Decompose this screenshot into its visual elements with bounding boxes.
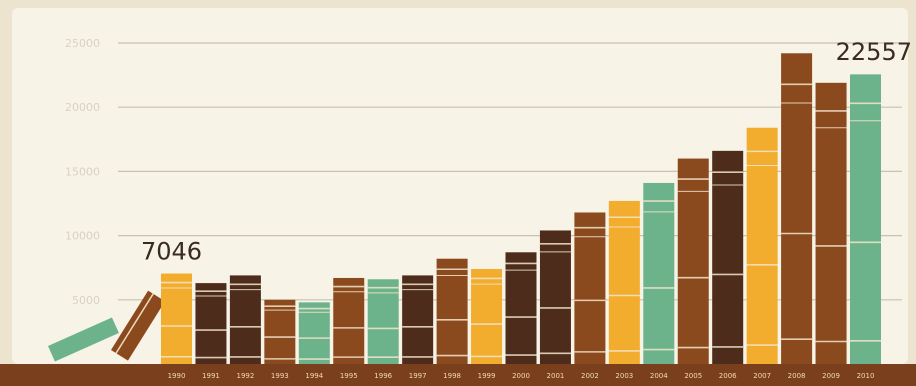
bar-2005 (677, 158, 709, 364)
bars (161, 53, 881, 365)
bar-1992-spine (229, 275, 261, 364)
bar-2007 (746, 127, 778, 364)
x-tick-label-1994: 1994 (305, 372, 323, 380)
bar-1995-spine (333, 277, 365, 364)
bar-1997 (402, 275, 434, 364)
x-tick-label-1993: 1993 (271, 372, 289, 380)
bar-1998 (436, 258, 468, 364)
bar-2009-spine (815, 82, 847, 364)
bar-1996 (367, 279, 399, 364)
bar-1999-spine (471, 268, 503, 364)
bar-1993 (264, 299, 296, 364)
x-tick-label-2005: 2005 (684, 372, 702, 380)
annotation-2010: 22557 (836, 38, 912, 66)
x-tick-label-2002: 2002 (581, 372, 599, 380)
bar-1992 (229, 275, 261, 364)
bar-2004 (643, 182, 675, 364)
bar-2006 (712, 150, 744, 364)
bar-1991-spine (195, 283, 227, 364)
y-tick-label: 25000 (65, 37, 100, 50)
bar-2001 (539, 230, 571, 364)
bar-2010-spine (850, 74, 881, 365)
y-tick-label: 20000 (65, 101, 100, 114)
bar-2003-spine (608, 200, 640, 364)
x-tick-label-1998: 1998 (443, 372, 461, 380)
x-tick-label-1990: 1990 (168, 372, 186, 380)
x-axis-ticks: 1990 1991 1992 1993 1994 1995 1996 1997 1998 1999… (168, 372, 875, 380)
leaning-book-green (47, 317, 119, 362)
y-tick-label: 15000 (65, 165, 100, 178)
bar-2000 (505, 252, 537, 364)
x-tick-label-2008: 2008 (788, 372, 806, 380)
bar-1999 (471, 268, 503, 364)
bar-2002-spine (574, 212, 606, 364)
x-tick-label-1997: 1997 (409, 372, 427, 380)
bar-2003 (608, 200, 640, 364)
bar-1990-spine (161, 273, 192, 364)
bar-1997-spine (402, 275, 434, 364)
bar-1995 (333, 277, 365, 364)
bar-1991 (195, 283, 227, 364)
bar-2000-spine (505, 252, 537, 364)
x-tick-label-1995: 1995 (340, 372, 358, 380)
y-tick-label: 5000 (72, 294, 100, 307)
bar-2002 (574, 212, 606, 364)
x-tick-label-1996: 1996 (374, 372, 392, 380)
shelf-board (0, 364, 916, 386)
bar-2009 (815, 82, 847, 364)
bar-2005-spine (677, 158, 709, 364)
annotation-1990: 7046 (141, 238, 202, 266)
leaning-books (47, 290, 166, 362)
annotations: 7046 22557 (141, 38, 912, 266)
x-tick-label-2004: 2004 (650, 372, 668, 380)
y-axis-ticks: 25000 20000 15000 10000 5000 (65, 37, 100, 307)
bar-1994 (298, 302, 330, 364)
bar-2007-spine (746, 127, 778, 364)
x-tick-label-2001: 2001 (547, 372, 565, 380)
x-tick-label-1991: 1991 (202, 372, 220, 380)
bar-1996-spine (367, 279, 399, 364)
bar-1998-spine (436, 258, 468, 364)
bar-1993-spine (264, 299, 296, 364)
x-tick-label-2009: 2009 (822, 372, 840, 380)
bar-2010 (850, 74, 881, 365)
bar-2008 (781, 53, 813, 364)
x-tick-label-1992: 1992 (236, 372, 254, 380)
shelf (0, 364, 916, 386)
bar-1990 (161, 273, 192, 364)
y-tick-label: 10000 (65, 230, 100, 243)
leaning-book-stripe (115, 293, 154, 354)
x-tick-label-1999: 1999 (478, 372, 496, 380)
bar-1994-spine (298, 302, 330, 364)
bar-2006-spine (712, 150, 744, 364)
bar-2008-spine (781, 53, 813, 364)
bar-2001-spine (539, 230, 571, 364)
leaning-book-brown (111, 290, 166, 361)
x-tick-label-2003: 2003 (615, 372, 633, 380)
x-tick-label-2006: 2006 (719, 372, 737, 380)
bar-2004-spine (643, 182, 675, 364)
x-tick-label-2007: 2007 (753, 372, 771, 380)
x-tick-label-2010: 2010 (857, 372, 875, 380)
x-tick-label-2000: 2000 (512, 372, 530, 380)
